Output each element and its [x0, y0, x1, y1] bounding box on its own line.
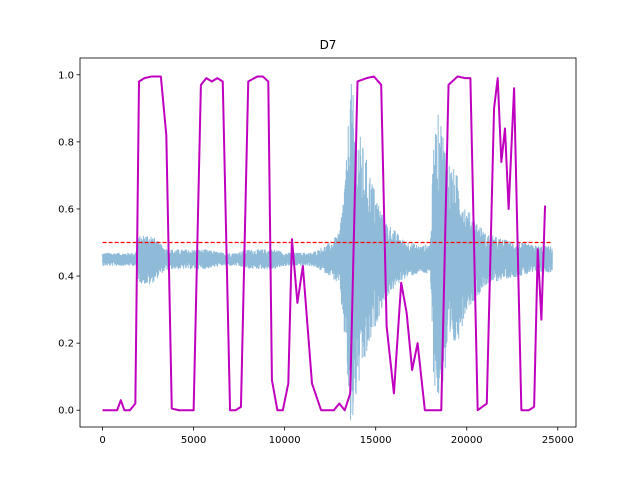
y-tick-label: 0.0: [58, 406, 74, 417]
x-tick-label: 5000: [181, 435, 206, 446]
x-tick-label: 20000: [451, 435, 483, 446]
axes-frame: [79, 57, 577, 428]
x-tick-label: 25000: [542, 435, 574, 446]
y-tick-label: 0.2: [58, 339, 74, 350]
chart-title: D7: [320, 38, 337, 52]
y-tick-label: 1.0: [58, 70, 74, 81]
waveform-signal: [102, 84, 553, 421]
x-tick-label: 0: [99, 435, 105, 446]
x-tick-label: 15000: [360, 435, 392, 446]
x-tick-label: 10000: [269, 435, 301, 446]
series-line-0: [102, 75, 547, 412]
plot-area: 0 5000 10000 15000 20000 25000 0.0 0.2 0.4 0.6 0.8…: [58, 57, 577, 446]
y-tick-label: 0.6: [58, 204, 74, 215]
y-tick-label: 0.4: [58, 272, 74, 283]
y-tick-label: 0.8: [58, 137, 74, 148]
